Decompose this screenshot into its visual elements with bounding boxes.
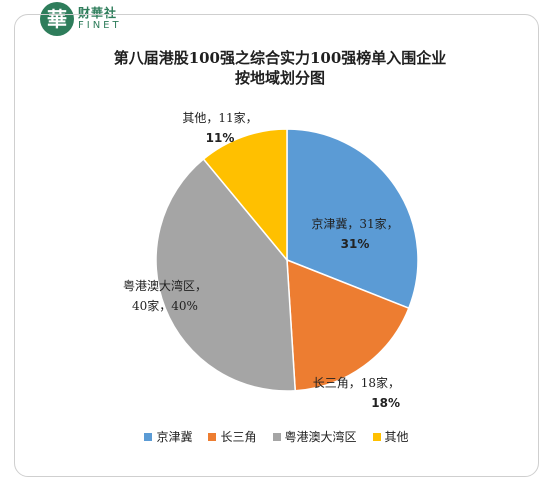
logo-name: 财華社	[78, 6, 118, 20]
slice-label-name-count: 粤港澳大湾区，	[123, 278, 207, 293]
slice-label-4: 其他，11家， 11%	[182, 110, 257, 145]
legend-label: 其他	[384, 430, 409, 444]
slice-label-count-percent: 40家，40%	[132, 298, 198, 313]
slice-label-name-count: 长三角，18家，	[313, 375, 400, 390]
legend-swatch	[372, 432, 381, 441]
pie-slice-4	[202, 128, 288, 263]
legend-item-2: 长三角	[208, 428, 257, 445]
pie-slice-3	[155, 158, 297, 392]
chart-frame	[14, 14, 539, 477]
legend-item-4: 其他	[372, 428, 409, 445]
chart-legend: 京津冀 长三角 粤港澳大湾区 其他	[0, 428, 553, 445]
slice-label-3: 粤港澳大湾区， 40家，40%	[123, 278, 207, 313]
slice-label-name-count: 京津冀，31家，	[311, 216, 398, 231]
chart-title-line-1: 第八届港股100强之综合实力100强榜单入围企业	[113, 49, 447, 67]
legend-swatch	[144, 432, 153, 441]
slice-label-percent: 18%	[371, 396, 400, 410]
pie-slice-2	[286, 258, 410, 392]
pie-slice-1	[286, 128, 419, 310]
chart-title: 第八届港股100强之综合实力100强榜单入围企业 按地域划分图	[40, 48, 520, 88]
legend-item-1: 京津冀	[144, 428, 192, 445]
legend-label: 长三角	[220, 430, 257, 444]
slice-label-1: 京津冀，31家， 31%	[311, 216, 398, 251]
legend-label: 京津冀	[156, 430, 193, 444]
legend-swatch	[272, 432, 281, 441]
logo-badge: 華	[40, 2, 74, 36]
logo-sub: FINET	[78, 20, 122, 31]
legend-item-3: 粤港澳大湾区	[272, 428, 357, 445]
legend-label: 粤港澳大湾区	[284, 430, 357, 444]
finet-logo: 華 财華社 FINET	[40, 2, 170, 38]
chart-title-line-2: 按地域划分图	[234, 69, 325, 87]
slice-label-2: 长三角，18家， 18%	[313, 375, 400, 410]
slice-label-percent: 11%	[206, 131, 235, 145]
slice-label-name-count: 其他，11家，	[182, 110, 257, 125]
legend-swatch	[208, 432, 217, 441]
slice-label-percent: 31%	[341, 237, 370, 251]
